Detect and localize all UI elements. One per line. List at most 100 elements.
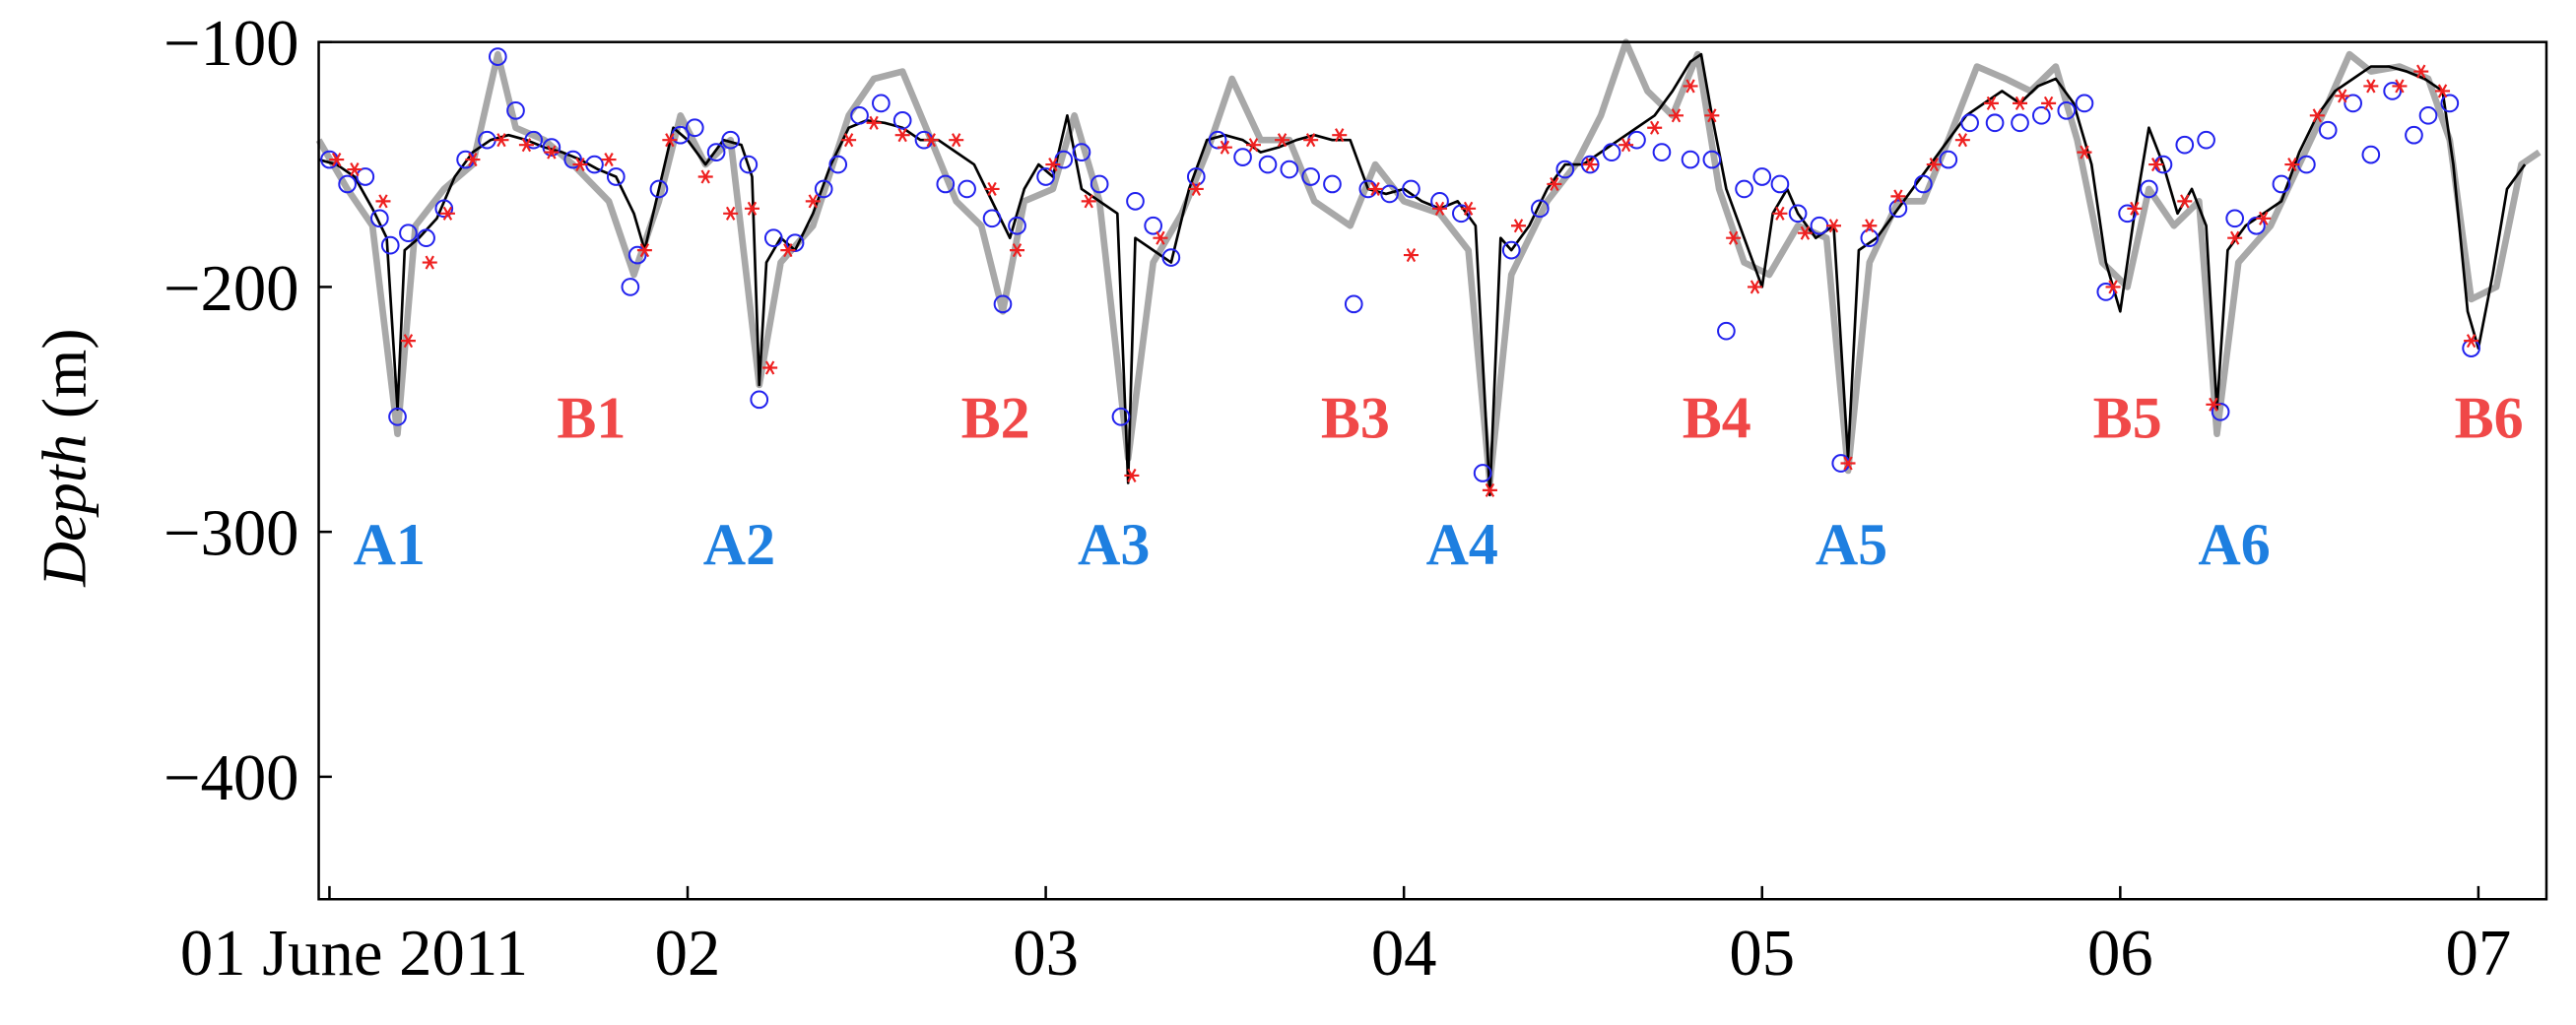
circle-marker — [1144, 216, 1163, 235]
star-marker — [984, 181, 1000, 196]
x-tick-label: 01 June 2011 — [180, 918, 528, 990]
star-marker — [439, 206, 455, 221]
star-marker — [1153, 230, 1168, 245]
plot-area — [315, 38, 2542, 497]
circle-marker — [1323, 174, 1342, 194]
circle-marker — [338, 174, 357, 194]
circle-marker — [2140, 179, 2158, 199]
star-marker — [2105, 280, 2121, 294]
circle-marker — [2197, 130, 2215, 150]
circle-marker — [2418, 105, 2438, 125]
star-marker — [1045, 158, 1061, 172]
star-marker — [723, 206, 739, 221]
star-marker — [1647, 120, 1663, 135]
circle-marker — [814, 179, 833, 199]
circle-marker — [763, 228, 783, 248]
circle-marker — [434, 199, 454, 219]
circle-marker — [1860, 228, 1880, 248]
circle-marker — [2383, 82, 2402, 100]
star-marker — [1840, 456, 1856, 471]
star-marker — [2435, 84, 2451, 98]
circle-marker — [2225, 209, 2245, 228]
star-marker — [2127, 201, 2143, 216]
star-marker — [2013, 96, 2028, 110]
star-marker — [1797, 225, 1813, 240]
star-marker — [1582, 158, 1598, 172]
circle-marker — [872, 94, 891, 113]
star-marker — [1432, 201, 1448, 216]
circle-marker — [1602, 143, 1621, 161]
circle-marker — [1233, 148, 1252, 166]
star-marker — [465, 153, 481, 167]
x-tick-label: 07 — [2446, 918, 2512, 990]
circle-marker — [563, 150, 583, 169]
circle-marker — [1090, 174, 1109, 194]
star-marker — [744, 201, 760, 216]
annotation: B3 — [1321, 386, 1390, 451]
circle-marker — [982, 209, 1002, 228]
circle-marker — [1344, 294, 1363, 314]
star-marker — [1461, 201, 1477, 216]
annotation: B6 — [2455, 386, 2524, 451]
circle-marker — [739, 155, 759, 174]
circle-marker — [1072, 143, 1091, 161]
circle-marker — [370, 209, 389, 228]
circle-marker — [1126, 192, 1145, 211]
star-marker — [1303, 133, 1319, 148]
star-marker — [1954, 133, 1970, 148]
circle-marker — [828, 155, 848, 174]
star-marker — [2413, 64, 2429, 79]
circle-marker — [1770, 174, 1790, 194]
circle-marker — [1161, 248, 1181, 267]
circle-marker — [1960, 113, 1979, 133]
star-marker — [494, 133, 509, 148]
star-marker — [2335, 89, 2350, 103]
x-tick-label: 02 — [655, 918, 721, 990]
annotation: A1 — [354, 512, 426, 577]
circle-marker — [1402, 179, 1420, 199]
circle-marker — [1301, 167, 1320, 186]
star-marker — [329, 153, 345, 167]
circle-marker — [1555, 160, 1575, 179]
x-tick-label: 03 — [1013, 918, 1079, 990]
y-tick-label: −100 — [164, 8, 299, 80]
star-marker — [841, 133, 857, 148]
circle-marker — [488, 47, 507, 66]
star-marker — [1825, 219, 1841, 233]
circle-marker — [1452, 204, 1471, 224]
star-marker — [636, 243, 652, 258]
circle-marker — [1111, 407, 1131, 426]
circle-marker — [958, 179, 976, 199]
star-marker — [923, 133, 939, 148]
star-marker — [1726, 230, 1742, 245]
star-marker — [2077, 145, 2092, 160]
y-tick-label: −200 — [164, 253, 299, 325]
circle-marker — [1939, 150, 1958, 169]
circle-marker — [627, 245, 647, 265]
y-axis-label-unit: (m) — [31, 329, 99, 418]
x-tick-label: 06 — [2087, 918, 2153, 990]
star-marker — [544, 145, 560, 160]
circle-marker — [1186, 167, 1206, 186]
circle-marker — [1914, 174, 1933, 194]
star-marker — [601, 153, 617, 167]
circle-marker — [621, 278, 640, 296]
annotation: A4 — [1426, 512, 1498, 577]
star-marker — [1217, 140, 1232, 155]
circle-marker — [706, 143, 726, 161]
circle-marker — [1036, 167, 1055, 186]
circle-marker — [1735, 179, 1753, 199]
circle-marker — [1888, 199, 1908, 219]
star-marker — [1010, 243, 1025, 258]
star-marker — [2309, 108, 2325, 123]
circle-marker — [936, 174, 956, 194]
star-marker — [1983, 96, 1999, 110]
star-marker — [1245, 138, 1261, 153]
circle-marker — [993, 294, 1013, 314]
axes-frame — [317, 40, 2548, 901]
star-marker — [2392, 79, 2408, 94]
circle-marker — [399, 224, 418, 243]
circle-marker — [649, 179, 669, 199]
star-marker — [375, 194, 391, 209]
